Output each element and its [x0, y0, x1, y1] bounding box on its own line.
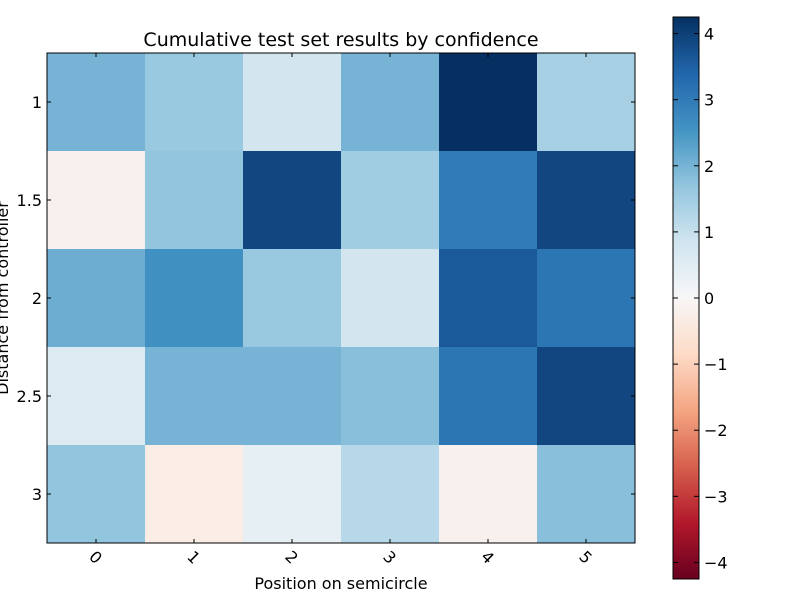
x-tick-label: 3: [379, 547, 400, 568]
y-tick-label: 2.5: [17, 387, 42, 406]
heatmap-cell: [243, 445, 342, 544]
colorbar-tick-label: 0: [704, 289, 714, 308]
heatmap-cell: [439, 347, 538, 446]
heatmap-cell: [145, 53, 244, 152]
colorbar-axis: 4 3 2 1 0 −1 −2 −3 −4: [673, 25, 728, 572]
y-tick-label: 2: [32, 289, 42, 308]
y-tick-label: 1.5: [17, 191, 42, 210]
heatmap-cell: [243, 249, 342, 348]
chart-title: Cumulative test set results by confidenc…: [143, 29, 538, 51]
y-tick-label: 3: [32, 485, 42, 504]
heatmap-cell: [243, 53, 342, 152]
heatmap-cell: [243, 151, 342, 250]
colorbar-tick-label: −1: [704, 355, 728, 374]
colorbar-tick-label: −4: [704, 553, 728, 572]
colorbar-tick-label: −2: [704, 421, 728, 440]
heatmap-cell: [145, 151, 244, 250]
heatmap-cells: [47, 53, 636, 544]
y-tick-label: 1: [32, 93, 42, 112]
heatmap-cell: [47, 347, 146, 446]
x-tick-label: 0: [85, 547, 106, 568]
heatmap-cell: [341, 249, 440, 348]
heatmap-cell: [341, 347, 440, 446]
heatmap-cell: [243, 347, 342, 446]
colorbar-tick-label: 1: [704, 223, 714, 242]
heatmap-cell: [145, 347, 244, 446]
heatmap-cell: [47, 53, 146, 152]
heatmap-cell: [145, 249, 244, 348]
colorbar-tick-label: 3: [704, 91, 714, 110]
x-tick-label: 5: [575, 547, 596, 568]
colorbar-tick-label: 4: [704, 25, 714, 44]
heatmap-cell: [439, 53, 538, 152]
heatmap-cell: [341, 151, 440, 250]
x-axis-label: Position on semicircle: [254, 574, 427, 593]
heatmap-cell: [341, 53, 440, 152]
x-tick-label: 4: [477, 547, 498, 568]
heatmap-cell: [537, 53, 636, 152]
heatmap-cell: [439, 249, 538, 348]
heatmap-cell: [439, 151, 538, 250]
heatmap-cell: [537, 151, 636, 250]
heatmap-cell: [537, 445, 636, 544]
x-tick-label: 2: [281, 547, 302, 568]
heatmap-cell: [341, 445, 440, 544]
heatmap-cell: [537, 249, 636, 348]
y-axis: 1 1.5 2 2.5 3: [17, 93, 635, 504]
heatmap-cell: [47, 151, 146, 250]
heatmap-cell: [439, 445, 538, 544]
heatmap-cell: [145, 445, 244, 544]
x-tick-label: 1: [183, 547, 204, 568]
colorbar-tick-label: −3: [704, 487, 728, 506]
y-axis-label: Distance from controller: [0, 201, 12, 395]
colorbar-tick-label: 2: [704, 157, 714, 176]
heatmap-cell: [537, 347, 636, 446]
heatmap-cell: [47, 445, 146, 544]
heatmap-cell: [47, 249, 146, 348]
